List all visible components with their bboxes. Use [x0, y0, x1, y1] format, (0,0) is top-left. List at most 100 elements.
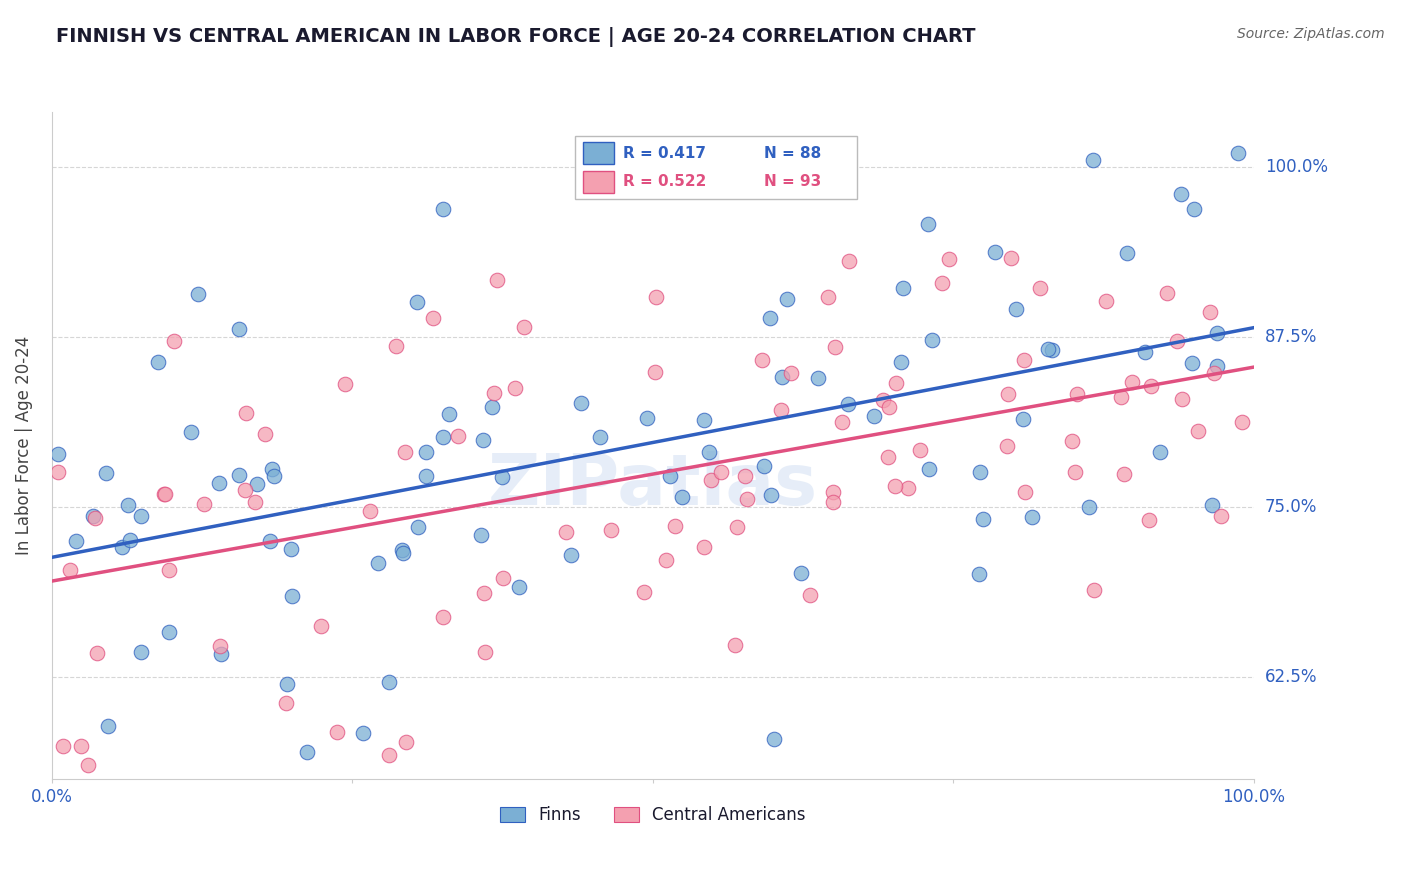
- Point: [422, 310, 444, 325]
- Point: [432, 609, 454, 624]
- Point: [908, 442, 931, 457]
- Point: [1206, 359, 1229, 373]
- Point: [697, 444, 720, 458]
- Point: [1201, 498, 1223, 512]
- Text: FINNISH VS CENTRAL AMERICAN IN LABOR FORCE | AGE 20-24 CORRELATION CHART: FINNISH VS CENTRAL AMERICAN IN LABOR FOR…: [56, 27, 976, 46]
- Point: [70, 739, 93, 753]
- Point: [295, 745, 318, 759]
- Point: [752, 458, 775, 473]
- Point: [280, 542, 302, 557]
- Point: [491, 470, 513, 484]
- Text: ZIPatlas: ZIPatlas: [488, 451, 818, 520]
- Point: [97, 719, 120, 733]
- Point: [724, 638, 747, 652]
- Point: [984, 245, 1007, 260]
- Point: [235, 406, 257, 420]
- Point: [406, 520, 429, 534]
- Point: [1066, 386, 1088, 401]
- Point: [872, 393, 894, 408]
- Point: [693, 413, 716, 427]
- Point: [48, 447, 70, 461]
- Point: [1012, 411, 1035, 425]
- Point: [1187, 424, 1209, 438]
- Point: [131, 645, 153, 659]
- Point: [153, 487, 176, 501]
- Point: [1116, 246, 1139, 260]
- Point: [921, 333, 943, 347]
- Point: [94, 466, 117, 480]
- Point: [1170, 187, 1192, 202]
- Point: [1199, 305, 1222, 319]
- Point: [1083, 583, 1105, 598]
- Point: [1000, 251, 1022, 265]
- Point: [432, 202, 454, 216]
- Point: [84, 510, 107, 524]
- Point: [378, 675, 401, 690]
- Point: [838, 253, 860, 268]
- Point: [492, 571, 515, 585]
- Point: [333, 376, 356, 391]
- Legend: Finns, Central Americans: Finns, Central Americans: [494, 799, 813, 830]
- Point: [967, 566, 990, 581]
- Point: [394, 445, 416, 459]
- Point: [474, 645, 496, 659]
- Point: [485, 273, 508, 287]
- Point: [246, 477, 269, 491]
- Point: [751, 352, 773, 367]
- Text: Source: ZipAtlas.com: Source: ZipAtlas.com: [1237, 27, 1385, 41]
- Point: [700, 473, 723, 487]
- Point: [884, 479, 907, 493]
- Point: [1226, 146, 1249, 161]
- Point: [1181, 355, 1204, 369]
- Point: [209, 648, 232, 662]
- Text: 75.0%: 75.0%: [1265, 498, 1317, 516]
- Point: [644, 365, 666, 379]
- Point: [817, 289, 839, 303]
- Point: [263, 468, 285, 483]
- Point: [1133, 345, 1156, 359]
- Point: [117, 498, 139, 512]
- Point: [969, 465, 991, 479]
- Point: [931, 276, 953, 290]
- Point: [472, 586, 495, 600]
- Point: [415, 468, 437, 483]
- Point: [1166, 334, 1188, 348]
- Point: [917, 217, 939, 231]
- Point: [481, 400, 503, 414]
- Point: [1121, 376, 1143, 390]
- Point: [253, 427, 276, 442]
- Point: [77, 758, 100, 772]
- Point: [837, 397, 859, 411]
- Point: [761, 488, 783, 502]
- Point: [52, 739, 75, 753]
- Point: [259, 533, 281, 548]
- Point: [770, 370, 793, 384]
- Point: [769, 402, 792, 417]
- Point: [1021, 510, 1043, 524]
- Point: [245, 495, 267, 509]
- Point: [569, 396, 592, 410]
- Point: [471, 433, 494, 447]
- Point: [884, 376, 907, 390]
- Point: [1014, 484, 1036, 499]
- Point: [513, 320, 536, 334]
- Point: [821, 495, 844, 509]
- Point: [209, 640, 232, 654]
- Point: [831, 415, 853, 429]
- Point: [1202, 366, 1225, 380]
- Point: [1140, 378, 1163, 392]
- Text: 62.5%: 62.5%: [1265, 668, 1317, 686]
- Point: [187, 287, 209, 301]
- Point: [1182, 202, 1205, 216]
- Point: [1230, 415, 1253, 429]
- Point: [1014, 353, 1036, 368]
- Point: [415, 445, 437, 459]
- Point: [879, 401, 901, 415]
- Point: [790, 566, 813, 581]
- Point: [367, 556, 389, 570]
- Point: [228, 467, 250, 482]
- Point: [180, 425, 202, 440]
- Point: [555, 524, 578, 539]
- Point: [997, 386, 1019, 401]
- Text: 100.0%: 100.0%: [1265, 158, 1327, 176]
